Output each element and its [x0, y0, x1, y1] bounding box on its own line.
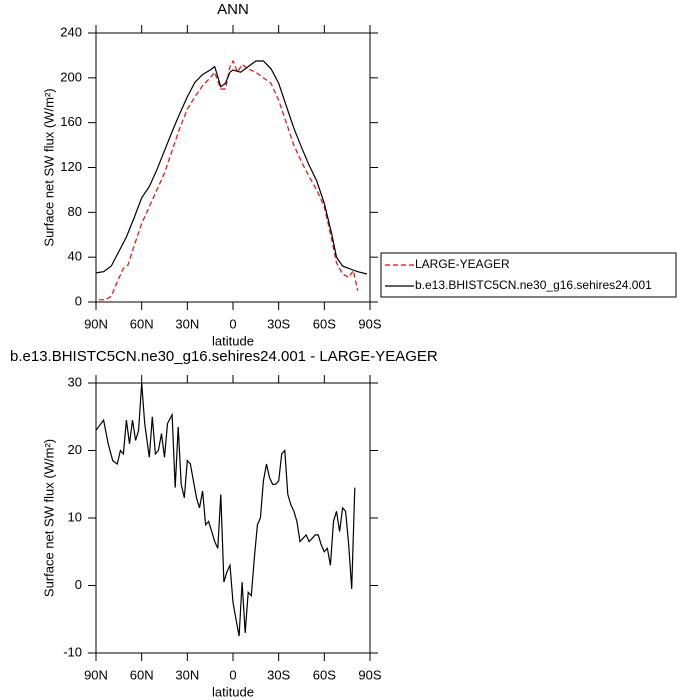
y-tick-label: -10 [63, 644, 82, 659]
y-tick-label: 160 [60, 114, 82, 129]
y-tick-label: 0 [75, 293, 82, 308]
y-tick-label: 40 [68, 249, 82, 264]
x-axis-label: latitude [212, 333, 254, 348]
y-tick-label: 80 [68, 204, 82, 219]
x-tick-label: 60N [130, 316, 154, 331]
chart-title: ANN [217, 1, 249, 18]
x-axis-label: latitude [212, 684, 254, 699]
x-tick-label: 90N [84, 667, 108, 682]
x-tick-label: 30N [175, 667, 199, 682]
x-tick-label: 30S [267, 316, 290, 331]
y-tick-label: 0 [75, 577, 82, 592]
x-tick-label: 0 [229, 667, 236, 682]
data-line [99, 59, 359, 301]
x-tick-label: 60N [130, 667, 154, 682]
x-tick-label: 0 [229, 316, 236, 331]
y-tick-label: 120 [60, 159, 82, 174]
plot-frame [95, 32, 371, 303]
legend-label: b.e13.BHISTC5CN.ne30_g16.sehires24.001 [415, 278, 652, 292]
x-tick-label: 90S [358, 667, 381, 682]
x-tick-label: 30N [175, 316, 199, 331]
legend-box [380, 252, 677, 298]
x-tick-label: 90S [358, 316, 381, 331]
y-tick-label: 30 [68, 374, 82, 389]
legend-label: LARGE-YEAGER [415, 257, 510, 271]
x-tick-label: 60S [313, 316, 336, 331]
x-tick-label: 30S [267, 667, 290, 682]
x-tick-label: 60S [313, 667, 336, 682]
y-axis-label: Surface net SW flux (W/m²) [41, 439, 56, 597]
y-tick-label: 200 [60, 69, 82, 84]
data-line [95, 60, 368, 275]
plot-frame [95, 382, 371, 654]
y-tick-label: 20 [68, 442, 82, 457]
x-tick-label: 90N [84, 316, 108, 331]
chart-title: b.e13.BHISTC5CN.ne30_g16.sehires24.001 -… [10, 348, 438, 365]
data-line [95, 382, 356, 637]
y-axis-label: Surface net SW flux (W/m²) [41, 88, 56, 246]
y-tick-label: 10 [68, 509, 82, 524]
y-tick-label: 240 [60, 24, 82, 39]
